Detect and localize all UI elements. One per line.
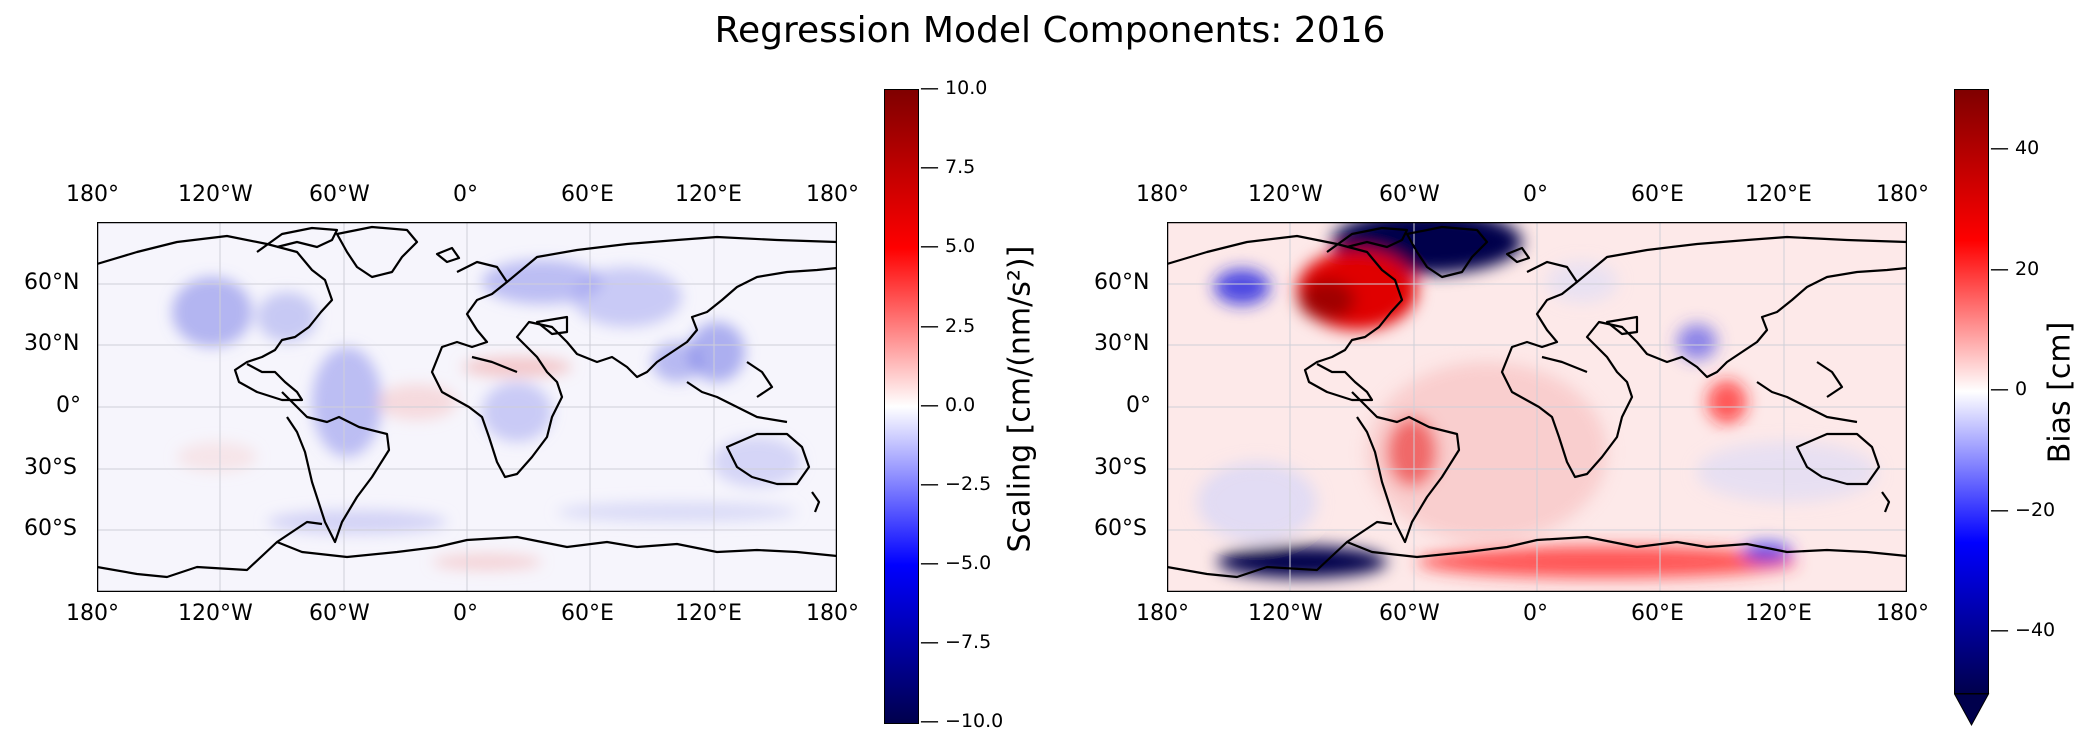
lat-tick: 30°S: [24, 455, 77, 480]
lon-tick-top: 180°: [1136, 182, 1189, 207]
lon-tick-bottom: 60°E: [561, 601, 614, 626]
lon-tick-top: 180°: [1876, 182, 1929, 207]
colorbar-tick: — −10.0: [920, 710, 1004, 732]
lat-tick: 30°N: [1094, 331, 1150, 356]
lat-tick: 30°S: [1094, 455, 1147, 480]
lon-tick-top: 60°W: [1379, 182, 1440, 207]
colorbar-label: Bias [cm]: [2042, 321, 2078, 464]
lon-tick-top: 120°E: [1745, 182, 1812, 207]
lon-tick-bottom: 180°: [1876, 601, 1929, 626]
colorbar-ticks: — 10.0 — 7.5 — 5.0 — 2.5 — 0.0 — −2.5 — …: [920, 77, 1020, 732]
lon-tick-bottom: 0°: [1523, 601, 1548, 626]
colorbar-tick: — 40: [1990, 137, 2040, 159]
colorbar-tick: — 5.0: [920, 235, 976, 257]
lon-tick-bottom: 60°W: [1379, 601, 1440, 626]
colorbar-tick: — −5.0: [920, 552, 992, 574]
lon-tick-bottom: 60°E: [1631, 601, 1684, 626]
lon-tick-bottom: 180°: [66, 601, 119, 626]
lon-tick-top: 0°: [1523, 182, 1548, 207]
lat-tick: 30°N: [24, 331, 80, 356]
tick-label: −7.5: [945, 631, 992, 653]
lon-tick-top: 120°W: [1248, 182, 1323, 207]
colorbar-tick: — 0: [1990, 378, 2028, 400]
lon-tick-top: 120°E: [675, 182, 742, 207]
colorbar-tick: — 10.0: [920, 77, 988, 99]
colorbar-label: Scaling [cm/(nm/s²)]: [1002, 245, 1038, 553]
bias-colorbar: [1954, 89, 1990, 727]
colorbar-tick: — 0.0: [920, 394, 976, 416]
tick-label: 10.0: [945, 77, 988, 99]
lon-tick-bottom: 120°W: [1248, 601, 1323, 626]
tick-label: 20: [2015, 258, 2040, 280]
colorbar-tick: — 20: [1990, 258, 2040, 280]
lon-tick-bottom: 180°: [806, 601, 859, 626]
coastlines: [1167, 225, 1907, 579]
colorbar-tick: — −2.5: [920, 473, 992, 495]
map-frame: [97, 222, 837, 592]
tick-label: −40: [2015, 619, 2056, 641]
tick-label: 2.5: [945, 315, 976, 337]
scaling-colorbar: [884, 89, 919, 724]
colorbar-tick: — −20: [1990, 499, 2056, 521]
bias-panel: 180° 120°W 60°W 0° 60°E 120°E 180° 60°N …: [1050, 0, 2100, 750]
lon-tick-top: 120°W: [178, 182, 253, 207]
coastlines: [97, 225, 837, 579]
bias-map: [1167, 222, 1907, 592]
colorbar-tick: — 7.5: [920, 156, 976, 178]
colorbar-ticks: — 40 — 20 — 0 — −20 — −40: [1990, 89, 2070, 709]
lon-tick-top: 60°E: [1631, 182, 1684, 207]
tick-label: 7.5: [945, 156, 976, 178]
lat-tick: 0°: [56, 393, 81, 418]
lon-tick-top: 180°: [806, 182, 859, 207]
tick-label: −20: [2015, 499, 2056, 521]
lon-tick-top: 180°: [66, 182, 119, 207]
lon-tick-bottom: 60°W: [309, 601, 370, 626]
lat-tick: 60°S: [24, 516, 77, 541]
lon-tick-bottom: 180°: [1136, 601, 1189, 626]
tick-label: 0: [2015, 378, 2028, 400]
colorbar-extend-min: [1954, 693, 1990, 727]
figure-title: Regression Model Components: 2016: [714, 10, 1386, 51]
lat-tick: 60°S: [1094, 516, 1147, 541]
lon-tick-top: 60°E: [561, 182, 614, 207]
lon-tick-bottom: 0°: [453, 601, 478, 626]
colorbar-tick: — −40: [1990, 619, 2056, 641]
lat-tick: 0°: [1126, 393, 1151, 418]
colorbar-tick: — 2.5: [920, 315, 976, 337]
lat-tick: 60°N: [24, 270, 80, 295]
tick-label: 40: [2015, 137, 2040, 159]
tick-label: −2.5: [945, 473, 992, 495]
lon-tick-top: 60°W: [309, 182, 370, 207]
tick-label: −10.0: [945, 710, 1004, 732]
colorbar-tick: — −7.5: [920, 631, 992, 653]
scaling-map: [97, 222, 837, 592]
tick-label: 0.0: [945, 394, 976, 416]
map-frame: [1167, 222, 1907, 592]
lat-tick: 60°N: [1094, 270, 1150, 295]
scaling-panel: 180° 120°W 60°W 0° 60°E 120°E 180° 60°N …: [24, 77, 1038, 732]
lon-tick-top: 0°: [453, 182, 478, 207]
lon-tick-bottom: 120°E: [1745, 601, 1812, 626]
tick-label: 5.0: [945, 235, 976, 257]
lon-tick-bottom: 120°E: [675, 601, 742, 626]
lon-tick-bottom: 120°W: [178, 601, 253, 626]
tick-label: −5.0: [945, 552, 992, 574]
